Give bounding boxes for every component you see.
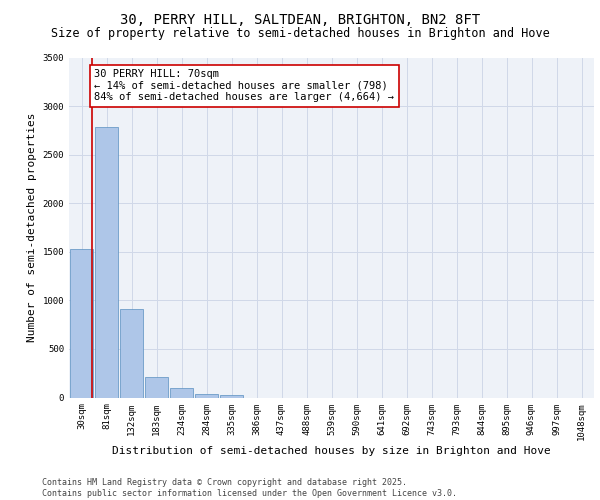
- Text: Size of property relative to semi-detached houses in Brighton and Hove: Size of property relative to semi-detach…: [50, 28, 550, 40]
- Y-axis label: Number of semi-detached properties: Number of semi-detached properties: [27, 113, 37, 342]
- Text: Contains HM Land Registry data © Crown copyright and database right 2025.
Contai: Contains HM Land Registry data © Crown c…: [42, 478, 457, 498]
- Bar: [195, 394, 218, 398]
- Text: 30 PERRY HILL: 70sqm
← 14% of semi-detached houses are smaller (798)
84% of semi: 30 PERRY HILL: 70sqm ← 14% of semi-detac…: [95, 69, 395, 102]
- Bar: [95, 128, 118, 398]
- Bar: [145, 377, 168, 398]
- Bar: [120, 309, 143, 398]
- Text: 30, PERRY HILL, SALTDEAN, BRIGHTON, BN2 8FT: 30, PERRY HILL, SALTDEAN, BRIGHTON, BN2 …: [120, 12, 480, 26]
- X-axis label: Distribution of semi-detached houses by size in Brighton and Hove: Distribution of semi-detached houses by …: [112, 446, 551, 456]
- Bar: [170, 388, 193, 398]
- Bar: [70, 249, 93, 398]
- Bar: [220, 394, 243, 398]
